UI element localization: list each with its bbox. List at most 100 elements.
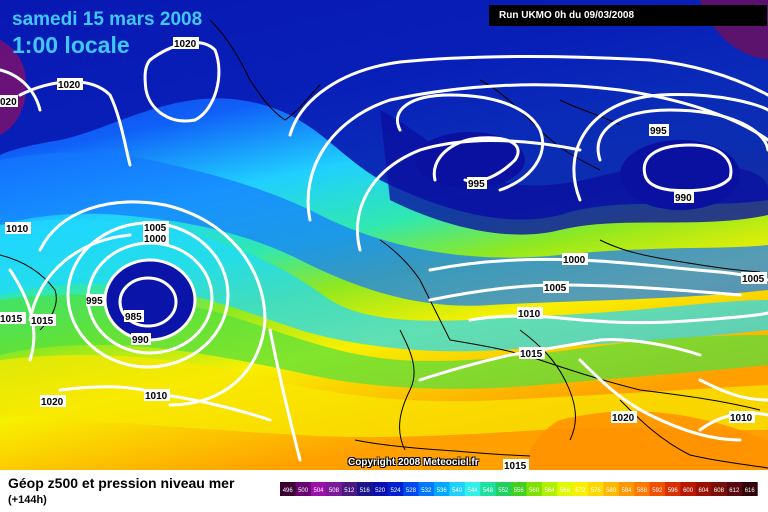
model-run-label: Run UKMO 0h du 09/03/2008: [489, 5, 767, 26]
legend-value: 516: [360, 488, 371, 494]
legend-value: 552: [498, 488, 509, 494]
legend-value: 540: [452, 488, 463, 494]
legend-swatch: [634, 482, 650, 496]
iso-1010-atlantic: 1010: [145, 391, 168, 402]
legend-swatch: [541, 482, 558, 496]
legend-swatch: [511, 482, 527, 496]
iso-1005-europe: 1005: [544, 283, 567, 294]
legend-swatch: [726, 482, 743, 496]
legend-swatch: [680, 482, 697, 496]
legend-value: 536: [437, 488, 448, 494]
iso-1010-se: 1010: [730, 413, 753, 424]
iso-1020-atlantic: 1020: [41, 397, 64, 408]
copyright-notice: Copyright 2008 Meteociel.fr: [348, 457, 479, 468]
legend-value: 564: [544, 488, 555, 494]
legend-swatch: [495, 482, 512, 496]
legend-swatch: [387, 482, 404, 496]
legend-value: 496: [283, 488, 294, 494]
legend-swatch: [588, 482, 604, 496]
legend-swatch: [434, 482, 450, 496]
legend-swatch: [526, 482, 543, 496]
iso-1010-west: 1010: [6, 224, 29, 235]
iso-1015-bottom: 1015: [504, 461, 527, 470]
legend-value: 572: [575, 488, 586, 494]
legend-value: 548: [483, 488, 494, 494]
legend-value: 600: [683, 488, 694, 494]
legend-value: 616: [745, 488, 756, 494]
legend-value: 608: [714, 488, 725, 494]
legend-value: 568: [560, 488, 571, 494]
iso-1005-low: 1005: [144, 223, 167, 234]
legend-value: 596: [668, 488, 679, 494]
iso-1000-europe: 1000: [563, 255, 586, 266]
legend-value: 512: [344, 488, 355, 494]
legend-swatch: [403, 482, 419, 496]
iso-1020-edge: 020: [0, 97, 17, 108]
coastlines: [0, 19, 768, 469]
iso-990-ne: 990: [675, 193, 692, 204]
legend-swatch: [295, 482, 312, 496]
legend-value: 544: [467, 488, 478, 494]
iso-995-low: 995: [86, 296, 103, 307]
legend-swatch: [603, 482, 620, 496]
legend-swatch: [372, 482, 389, 496]
legend-swatch: [480, 482, 496, 496]
legend-value: 508: [329, 488, 340, 494]
legend-value: 500: [298, 488, 309, 494]
legend-swatch: [557, 482, 573, 496]
legend-value: 560: [529, 488, 540, 494]
legend-swatch: [280, 482, 296, 496]
legend-value: 524: [390, 488, 401, 494]
legend-swatch: [572, 482, 589, 496]
legend-swatch: [449, 482, 466, 496]
forecast-date: samedi 15 mars 2008: [12, 9, 203, 30]
legend-value: 612: [729, 488, 740, 494]
z500-band-purple: [0, 40, 27, 135]
iso-1020-west: 1020: [58, 80, 81, 91]
iso-995-ne: 995: [650, 126, 667, 137]
legend-swatch: [464, 482, 481, 496]
legend-swatch: [418, 482, 435, 496]
iso-1010-europe: 1010: [518, 309, 541, 320]
color-legend: 496 500 504 508 512 516 520 524 528 532 536 540 544 5…: [280, 482, 758, 496]
z500-band-midblue: [0, 152, 768, 306]
legend-swatch: [665, 482, 681, 496]
forecast-lead-time: (+144h): [8, 494, 47, 506]
legend-value: 556: [514, 488, 525, 494]
legend-value: 588: [637, 488, 648, 494]
legend-swatch: [649, 482, 666, 496]
legend-value: 580: [606, 488, 617, 494]
iso-1015-b: 1015: [31, 316, 54, 327]
legend-swatch: [695, 482, 712, 496]
legend-value: 576: [591, 488, 602, 494]
legend-value: 504: [313, 488, 324, 494]
iso-1000-low: 1000: [144, 234, 167, 245]
iso-1020-greenland: 1020: [174, 39, 197, 50]
legend-swatch: [618, 482, 635, 496]
legend-swatch: [341, 482, 358, 496]
z500-band-dark: [0, 0, 768, 220]
legend-value: 532: [421, 488, 432, 494]
z500-band-green: [0, 294, 768, 389]
legend-swatch: [711, 482, 727, 496]
iso-1015-med: 1015: [520, 349, 543, 360]
legend-value: 528: [406, 488, 417, 494]
chart-title: Géop z500 et pression niveau mer: [8, 475, 235, 491]
iso-995-north: 995: [468, 179, 485, 190]
isobar-labels: 1020 1020 020 1010 1005 1000 995 985 990…: [0, 37, 767, 470]
iso-1005-east: 1005: [742, 274, 765, 285]
legend-swatch: [357, 482, 373, 496]
legend-swatch: [742, 482, 758, 496]
forecast-map: 1020 1020 020 1010 1005 1000 995 985 990…: [0, 0, 768, 470]
legend-swatch: [310, 482, 327, 496]
legend-value: 604: [698, 488, 709, 494]
legend-value: 520: [375, 488, 386, 494]
iso-1020-africa: 1020: [612, 413, 635, 424]
legend-value: 584: [621, 488, 632, 494]
forecast-time: 1:00 locale: [12, 32, 130, 58]
iso-1015-a: 1015: [0, 314, 23, 325]
legend-value: 592: [652, 488, 663, 494]
iso-985-low: 985: [125, 312, 142, 323]
legend-swatch: [326, 482, 342, 496]
